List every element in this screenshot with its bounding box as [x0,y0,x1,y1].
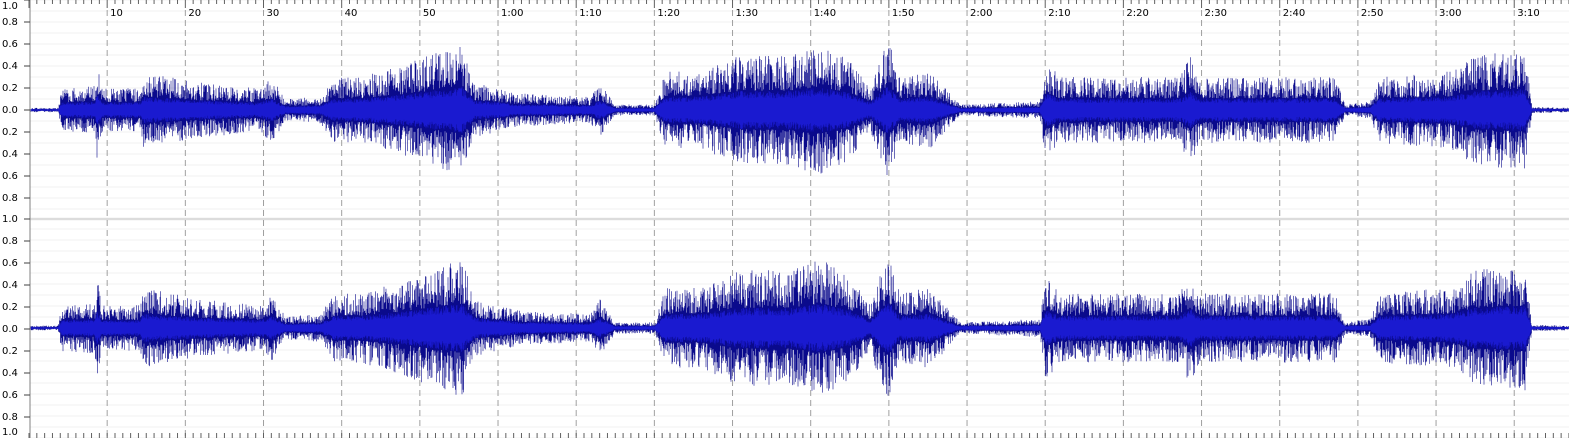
time-label: 2:30 [1205,8,1227,19]
time-label: 1:50 [892,8,914,19]
time-label: 2:50 [1361,8,1383,19]
waveform-inner [30,86,1569,134]
time-label: 30 [267,8,280,19]
amplitude-label: 0.6 [2,171,18,182]
amplitude-label: 0.8 [2,193,18,204]
amplitude-label: 0.4 [2,149,18,160]
time-label: 1:10 [579,8,601,19]
amplitude-label: 1.0 [2,1,18,12]
waveform-inner [30,303,1569,353]
time-label: 50 [423,8,436,19]
time-label: 1:20 [657,8,679,19]
amplitude-label: 0.2 [2,83,18,94]
amplitude-label: 0.2 [2,346,18,357]
amplitude-label: 0.4 [2,368,18,379]
time-label: 3:00 [1439,8,1461,19]
time-label: 2:40 [1283,8,1305,19]
amplitude-label: 0.0 [2,324,18,335]
time-label: 20 [188,8,201,19]
time-label: 10 [110,8,123,19]
amplitude-label: 0.2 [2,127,18,138]
amplitude-label: 0.6 [2,258,18,269]
time-label: 2:20 [1126,8,1148,19]
time-label: 2:10 [1048,8,1070,19]
time-label: 1:00 [501,8,523,19]
time-label: 2:00 [970,8,992,19]
amplitude-label: 0.0 [2,105,18,116]
amplitude-label: 0.6 [2,390,18,401]
time-label: 1:30 [736,8,758,19]
time-label: 1:40 [814,8,836,19]
amplitude-label: 0.6 [2,39,18,50]
amplitude-label: 0.8 [2,236,18,247]
time-label: 3:10 [1517,8,1539,19]
amplitude-label: 1.0 [2,427,18,438]
amplitude-label: 0.2 [2,302,18,313]
time-label: 40 [345,8,358,19]
amplitude-label: 0.4 [2,61,18,72]
amplitude-label: 0.4 [2,280,18,291]
amplitude-label: 1.0 [2,214,18,225]
amplitude-label: 0.8 [2,17,18,28]
amplitude-label: 0.8 [2,412,18,423]
